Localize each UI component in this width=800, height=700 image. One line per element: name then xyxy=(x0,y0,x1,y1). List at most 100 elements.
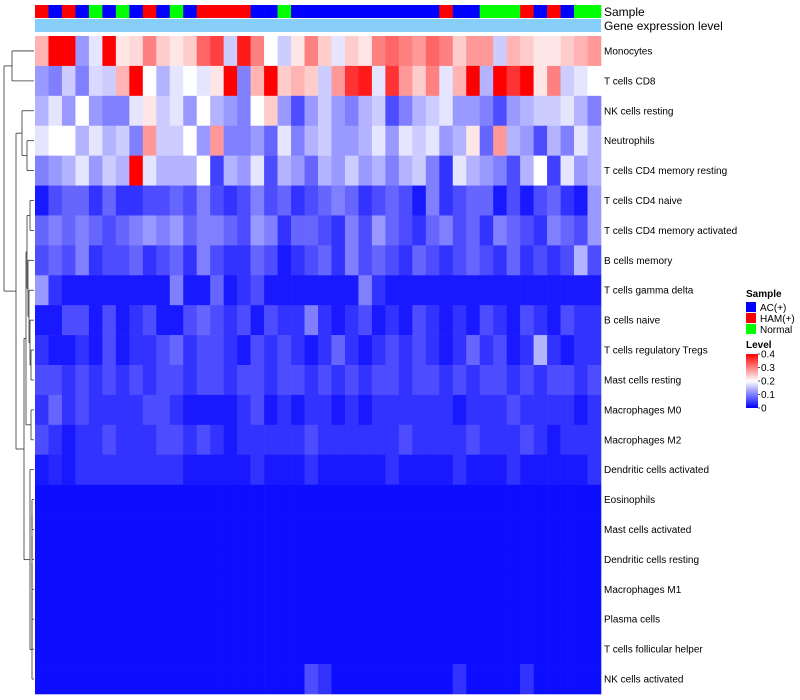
heatmap-cell xyxy=(250,335,265,366)
heatmap-cell xyxy=(560,305,575,336)
heatmap-cell xyxy=(385,484,400,515)
heatmap-cell xyxy=(520,634,534,665)
heatmap-cell xyxy=(75,604,90,635)
heatmap-cell xyxy=(412,245,427,276)
heatmap-cell xyxy=(35,125,49,156)
heatmap-cell xyxy=(587,245,602,276)
heatmap-cell xyxy=(75,484,90,515)
sample-annotation-cell xyxy=(479,5,494,18)
heatmap-cell xyxy=(574,245,588,276)
heatmap-cell xyxy=(439,215,454,246)
heatmap-cell xyxy=(398,634,413,665)
heatmap-cell xyxy=(129,185,144,216)
heatmap-cell xyxy=(587,155,602,186)
heatmap-cell xyxy=(102,95,117,127)
heatmap-cell xyxy=(318,454,332,485)
heatmap-cell xyxy=(425,634,440,665)
heatmap-cell xyxy=(304,424,319,456)
heatmap-cell xyxy=(452,454,467,485)
heatmap-cell xyxy=(425,305,440,336)
heatmap-cell xyxy=(506,365,521,396)
heatmap-cell xyxy=(196,305,211,336)
heatmap-cell xyxy=(48,544,63,575)
heatmap-cell xyxy=(344,634,359,665)
heatmap-cell xyxy=(102,215,117,246)
heatmap-cell xyxy=(264,514,278,545)
sample-annotation-cell xyxy=(142,5,157,18)
heatmap-cell xyxy=(291,95,305,127)
sample-annotation-cell xyxy=(493,5,507,18)
heatmap-cell xyxy=(35,634,49,665)
heatmap-cell xyxy=(35,424,49,456)
heatmap-cell xyxy=(223,544,238,575)
heatmap-cell xyxy=(142,664,157,695)
heatmap-cell xyxy=(479,634,494,665)
heatmap-cell xyxy=(129,424,144,456)
heatmap-cell xyxy=(331,365,346,396)
heatmap-cell xyxy=(358,365,373,396)
heatmap-cell xyxy=(250,215,265,246)
heatmap-cell xyxy=(344,305,359,336)
heatmap-cell xyxy=(237,155,251,186)
legend-tick-label: 0.3 xyxy=(761,363,775,374)
heatmap-cell xyxy=(466,664,481,695)
heatmap-cell xyxy=(520,365,534,396)
heatmap-cell xyxy=(452,155,467,186)
heatmap-cell xyxy=(493,394,507,426)
legend-swatch xyxy=(746,313,756,323)
heatmap-cell xyxy=(210,185,224,216)
heatmap-cell xyxy=(506,275,521,306)
sample-annotation-cell xyxy=(371,5,386,18)
heatmap-cell xyxy=(75,664,90,695)
heatmap-cell xyxy=(250,484,265,515)
heatmap-cell xyxy=(371,335,386,366)
heatmap-cell xyxy=(277,275,292,306)
heatmap-cell xyxy=(452,36,467,67)
heatmap-cell xyxy=(425,454,440,485)
heatmap-cell xyxy=(264,424,278,456)
heatmap-cell xyxy=(385,125,400,156)
heatmap-cell xyxy=(344,424,359,456)
row-label: NK cells resting xyxy=(604,106,673,117)
heatmap-cell xyxy=(412,215,427,246)
sample-annotation-cell xyxy=(452,5,467,18)
heatmap-cell xyxy=(344,484,359,515)
heatmap-cell xyxy=(533,335,548,366)
heatmap-cell xyxy=(371,36,386,67)
heatmap-cell xyxy=(520,424,534,456)
heatmap-cell xyxy=(452,634,467,665)
heatmap-cell xyxy=(452,335,467,366)
heatmap-cell xyxy=(587,215,602,246)
heatmap-cell xyxy=(506,604,521,635)
heatmap-cell xyxy=(88,215,103,246)
heatmap-cell xyxy=(398,215,413,246)
heatmap-cell xyxy=(587,394,602,426)
heatmap-cell xyxy=(371,305,386,336)
heatmap-cell xyxy=(547,574,561,605)
row-dendrogram xyxy=(3,50,34,680)
heatmap-cell xyxy=(48,36,63,67)
heatmap-cell xyxy=(48,95,63,127)
sample-annotation-cell xyxy=(318,5,332,18)
heatmap-cell xyxy=(75,155,90,186)
heatmap-cell xyxy=(547,36,561,67)
heatmap-cell xyxy=(102,394,117,426)
heatmap-cell xyxy=(304,484,319,515)
heatmap-cell xyxy=(237,95,251,127)
heatmap-cell xyxy=(169,454,184,485)
heatmap-cell xyxy=(264,125,278,156)
heatmap-cell xyxy=(237,185,251,216)
heatmap-cell xyxy=(547,544,561,575)
heatmap-cell xyxy=(61,454,76,485)
heatmap-cell xyxy=(466,65,481,97)
heatmap-cell xyxy=(48,305,63,336)
heatmap-cell xyxy=(291,125,305,156)
heatmap-cell xyxy=(398,155,413,186)
heatmap-cell xyxy=(452,394,467,426)
heatmap-cell xyxy=(75,36,90,67)
heatmap-cell xyxy=(304,335,319,366)
row-label: Macrophages M0 xyxy=(604,405,682,416)
heatmap-cell xyxy=(304,95,319,127)
heatmap-cell xyxy=(35,394,49,426)
heatmap-cell xyxy=(156,484,171,515)
